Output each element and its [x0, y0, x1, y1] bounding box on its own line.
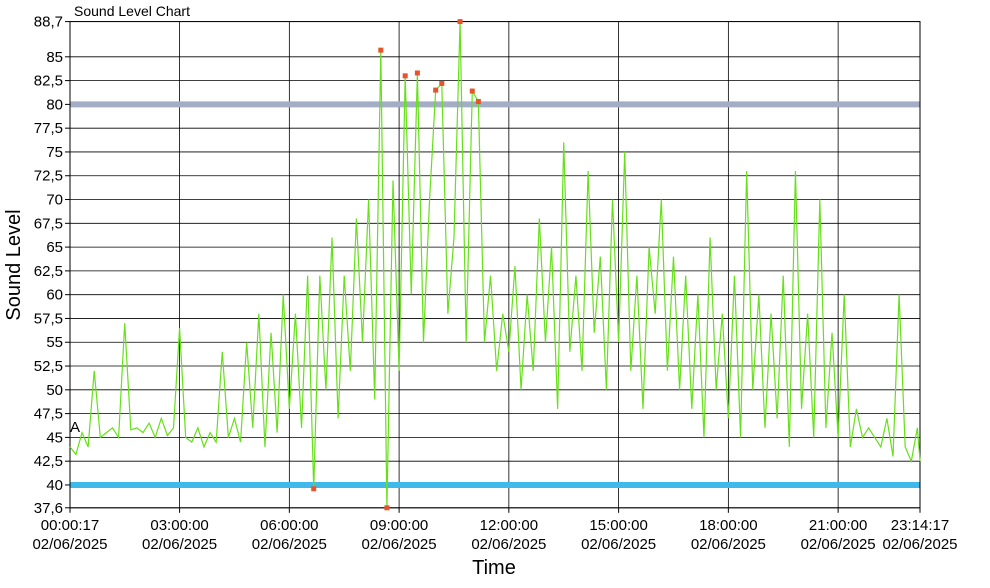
- y-tick-label: 37,6: [34, 500, 63, 517]
- x-axis-label: Time: [472, 557, 516, 579]
- y-tick-label: 55: [46, 334, 63, 351]
- y-tick-label: 57,5: [34, 310, 63, 327]
- y-tick-label: 85: [46, 49, 63, 66]
- plot-border: [69, 21, 921, 509]
- y-tick-label: 80: [46, 96, 63, 113]
- y-tick-label: 82,5: [34, 73, 63, 90]
- y-tick-label: 42,5: [34, 453, 63, 470]
- point: [469, 88, 475, 94]
- line: [69, 21, 921, 508]
- chart-title: Sound Level Chart: [74, 3, 190, 19]
- point: [378, 47, 384, 53]
- y-tick-label: 72,5: [34, 168, 63, 185]
- x-tick-label: 03:00:00 02/06/2025: [142, 517, 217, 553]
- point: [475, 99, 481, 105]
- y-tick-label: 77,5: [34, 120, 63, 137]
- y-tick-label: 40: [46, 477, 63, 494]
- y-axis-label: Sound Level: [3, 209, 25, 320]
- point: [457, 19, 463, 25]
- y-tick-label: 50: [46, 382, 63, 399]
- y-tick-label: 52,5: [34, 358, 63, 375]
- x-tick-label: 18:00:00 02/06/2025: [691, 517, 766, 553]
- point: [311, 486, 317, 492]
- y-tick-label: 75: [46, 144, 63, 161]
- point: [433, 87, 439, 93]
- y-tick-label: 62,5: [34, 263, 63, 280]
- x-tick-label: 00:00:17 02/06/2025: [32, 517, 107, 553]
- y-tick-label: 60: [46, 287, 63, 304]
- y-tick-label: 88,7: [34, 14, 63, 31]
- point: [439, 80, 445, 86]
- x-tick-label: 23:14:17 02/06/2025: [882, 517, 957, 553]
- point: [402, 73, 408, 79]
- annotation: A: [70, 419, 80, 436]
- y-tick-label: 65: [46, 239, 63, 256]
- y-tick-label: 70: [46, 192, 63, 209]
- point: [384, 505, 390, 511]
- x-tick-label: 06:00:00 02/06/2025: [252, 517, 327, 553]
- x-tick-label: 15:00:00 02/06/2025: [581, 517, 656, 553]
- point: [414, 70, 420, 76]
- x-tick-label: 21:00:00 02/06/2025: [801, 517, 876, 553]
- y-tick-label: 45: [46, 429, 63, 446]
- y-tick-label: 47,5: [34, 406, 63, 423]
- x-tick-label: 09:00:00 02/06/2025: [362, 517, 437, 553]
- y-tick-label: 67,5: [34, 215, 63, 232]
- x-tick-label: 12:00:00 02/06/2025: [471, 517, 546, 553]
